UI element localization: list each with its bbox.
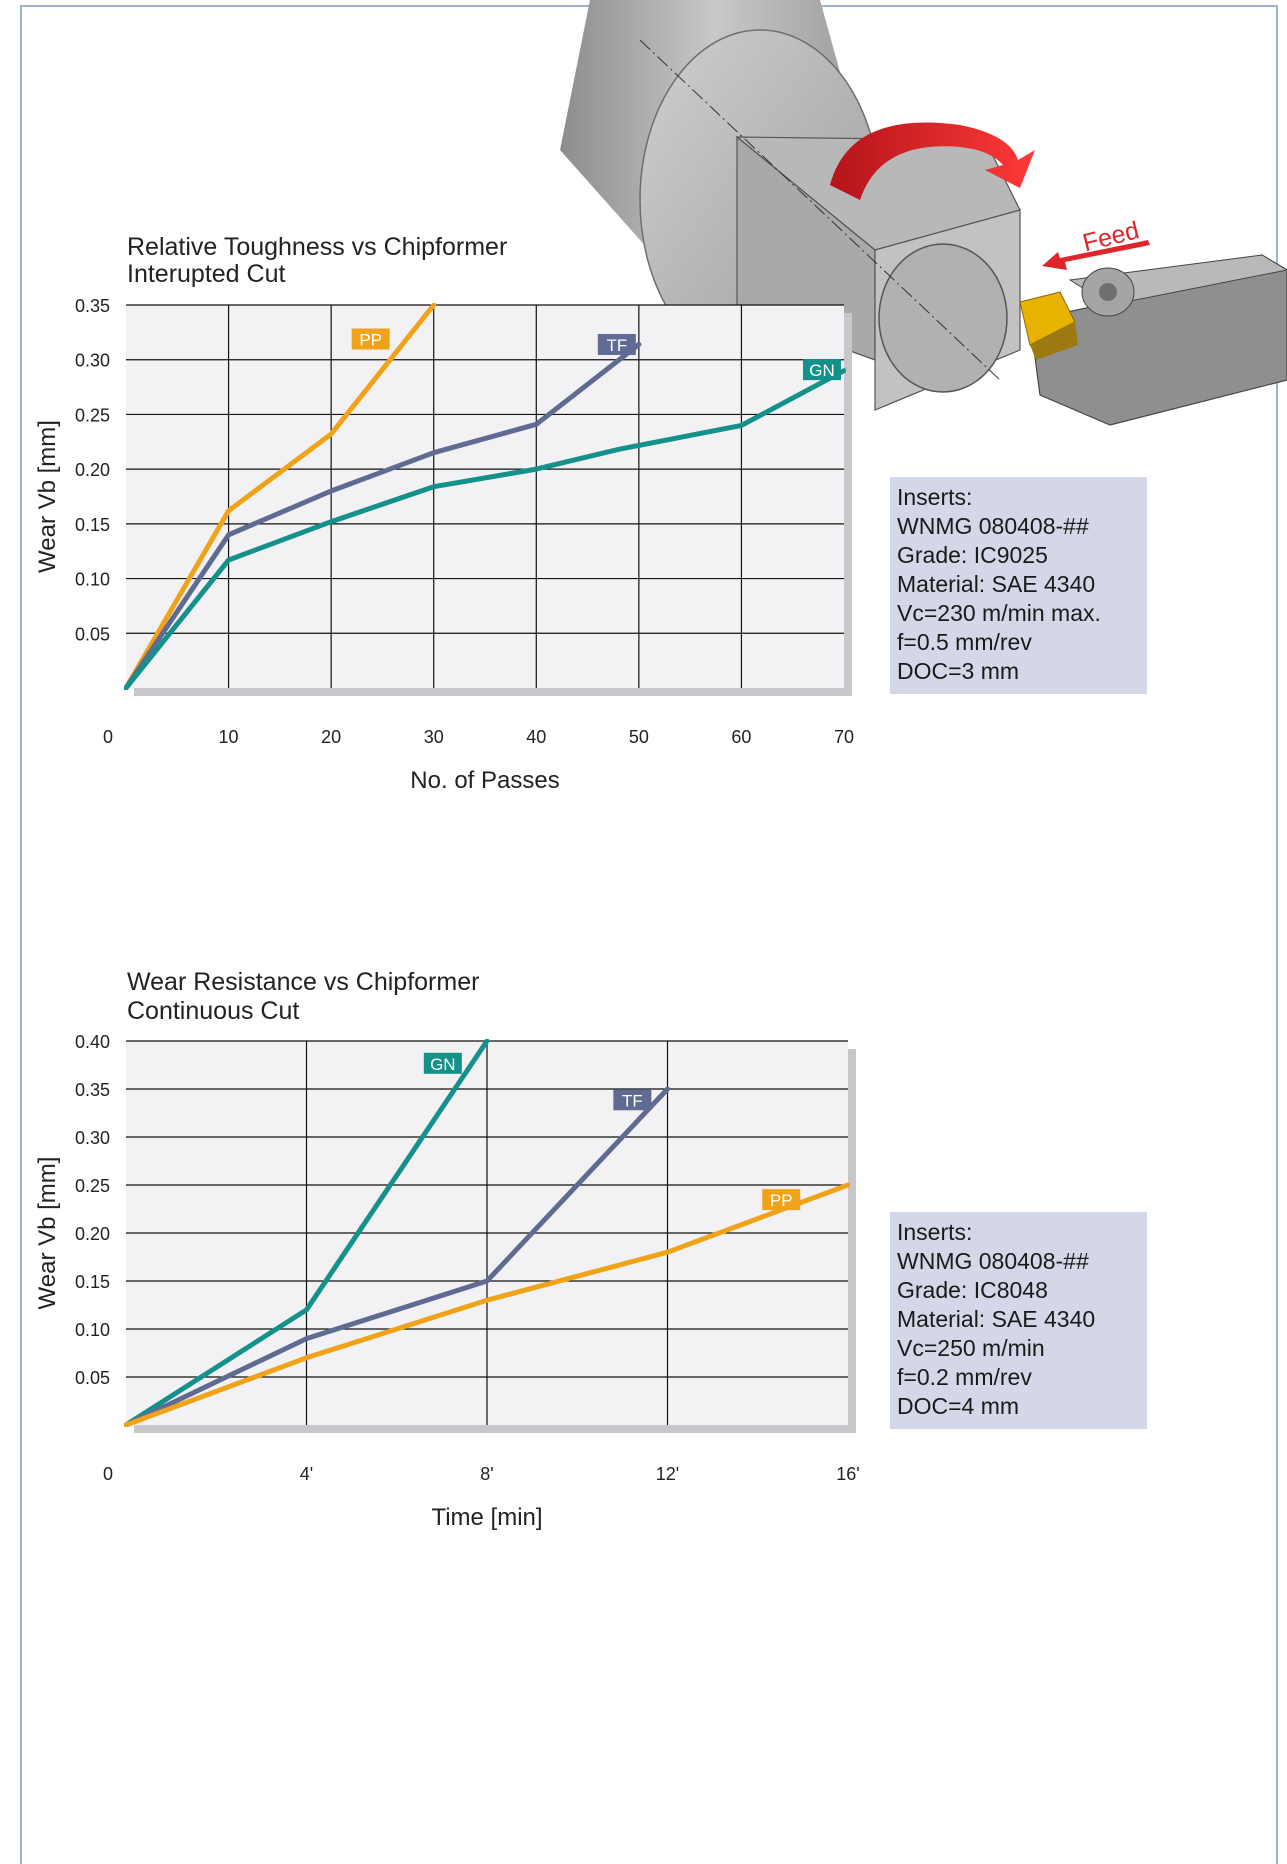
x-tick-label: 70	[834, 727, 854, 747]
series-line-gn	[124, 368, 846, 690]
x-axis-label: Time [min]	[431, 1504, 542, 1531]
series-tag-bg	[423, 1052, 462, 1074]
info-line: Grade: IC8048	[897, 1277, 1048, 1303]
feed-label: Feed	[1080, 216, 1142, 257]
info-line: WNMG 080408-##	[897, 1248, 1089, 1274]
series-tag-gn: GN	[809, 361, 835, 380]
info-line: WNMG 080408-##	[897, 513, 1089, 539]
info-line: DOC=4 mm	[897, 1393, 1020, 1419]
y-tick-label: 0.15	[75, 515, 110, 535]
info-line: Vc=250 m/min	[897, 1335, 1045, 1361]
chart-1: 0.05 0.10 0.15 0.20 0.25 0.30 0.35 10 20 30 40 50 60…	[34, 296, 854, 794]
y-tick-label: 0.35	[75, 296, 110, 316]
y-tick-label: 0.10	[75, 1320, 110, 1340]
x-tick-label: 10	[219, 727, 239, 747]
x-origin-label: 0	[103, 727, 113, 747]
x-tick-label: 8'	[480, 1464, 493, 1484]
chart-1-info-box: Inserts: WNMG 080408-## Grade: IC9025 Ma…	[890, 477, 1147, 694]
series-tag-bg	[762, 1189, 801, 1211]
x-tick-label: 50	[629, 727, 649, 747]
info-line: Inserts:	[897, 1219, 973, 1245]
y-tick-label: 0.20	[75, 460, 110, 480]
y-tick-label: 0.10	[75, 570, 110, 590]
info-line: f=0.5 mm/rev	[897, 629, 1032, 655]
y-axis-label: Wear Vb [mm]	[34, 1157, 61, 1310]
series-tag-tf: TF	[622, 1091, 643, 1110]
y-tick-label: 0.05	[75, 1368, 110, 1388]
series-tag-pp: PP	[359, 330, 382, 349]
chart-2-subtitle: Continuous Cut	[127, 997, 300, 1025]
chart-1-title: Relative Toughness vs Chipformer	[127, 233, 508, 261]
x-tick-label: 4'	[300, 1464, 313, 1484]
info-line: Material: SAE 4340	[897, 571, 1096, 597]
info-line: Grade: IC9025	[897, 542, 1048, 568]
series-tag-tf: TF	[606, 336, 627, 355]
turning-illustration: Feed	[560, 0, 1287, 426]
x-tick-label: 30	[424, 727, 444, 747]
y-tick-label: 0.30	[75, 1128, 110, 1148]
series-line-pp	[124, 1182, 850, 1427]
tool-holder-icon	[1029, 254, 1287, 426]
insert-icon	[1019, 291, 1078, 360]
x-origin-label: 0	[103, 1464, 113, 1484]
info-line: f=0.2 mm/rev	[897, 1364, 1032, 1390]
series-tag-bg	[597, 333, 636, 355]
series-tag-bg	[613, 1089, 652, 1111]
x-tick-label: 20	[321, 727, 341, 747]
y-tick-label: 0.30	[75, 351, 110, 371]
info-line: Material: SAE 4340	[897, 1306, 1096, 1332]
chart-1-subtitle: Interupted Cut	[127, 260, 286, 288]
info-line: DOC=3 mm	[897, 658, 1020, 684]
x-axis-label: No. of Passes	[410, 767, 559, 794]
y-tick-label: 0.15	[75, 1272, 110, 1292]
y-tick-label: 0.25	[75, 1176, 110, 1196]
x-tick-label: 16'	[836, 1464, 859, 1484]
x-tick-label: 40	[526, 727, 546, 747]
y-tick-label: 0.35	[75, 1080, 110, 1100]
series-line-gn	[124, 1039, 490, 1427]
y-tick-label: 0.20	[75, 1224, 110, 1244]
chart-2-title: Wear Resistance vs Chipformer	[127, 968, 480, 996]
series-line-tf	[124, 1086, 670, 1427]
series-tag-pp: PP	[770, 1191, 793, 1210]
x-tick-label: 12'	[656, 1464, 679, 1484]
plot-area	[126, 305, 844, 688]
info-line: Inserts:	[897, 484, 973, 510]
y-axis-label: Wear Vb [mm]	[34, 420, 61, 573]
x-tick-label: 60	[731, 727, 751, 747]
series-tag-gn: GN	[430, 1055, 456, 1074]
y-tick-label: 0.40	[75, 1032, 110, 1052]
y-tick-label: 0.25	[75, 405, 110, 425]
series-tag-bg	[351, 328, 390, 350]
feed-arrow-icon	[1042, 240, 1150, 270]
series-line-tf	[124, 341, 642, 690]
series-tag-bg	[802, 359, 841, 381]
series-line-pp	[124, 303, 437, 690]
rotation-arrow-icon	[830, 122, 1035, 200]
y-tick-label: 0.05	[75, 624, 110, 644]
chart-2: 0.05 0.10 0.15 0.20 0.25 0.30 0.35 0.40 4' 8' 12' 1…	[34, 1032, 860, 1531]
chart-2-info-box: Inserts: WNMG 080408-## Grade: IC8048 Ma…	[890, 1212, 1147, 1429]
workpiece-icon	[560, 0, 1021, 411]
info-line: Vc=230 m/min max.	[897, 600, 1101, 626]
